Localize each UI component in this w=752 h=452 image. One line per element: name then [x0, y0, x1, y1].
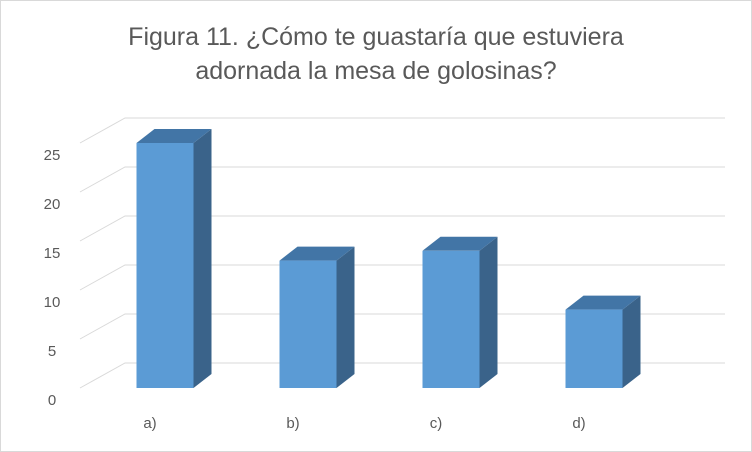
bar-side	[193, 129, 212, 388]
x-tick-label: a)	[143, 415, 156, 432]
x-tick-label: d)	[572, 415, 585, 432]
gridline	[79, 117, 725, 144]
bar	[136, 129, 212, 388]
bar-side	[622, 295, 641, 388]
x-tick-label: c)	[430, 415, 443, 432]
gridline	[79, 264, 725, 291]
gridline	[79, 166, 725, 193]
bar	[565, 295, 641, 388]
gridline	[79, 362, 725, 389]
bar-top	[136, 129, 212, 143]
bar	[422, 236, 498, 388]
y-tick-label: 10	[44, 294, 61, 311]
chart-title: Figura 11. ¿Cómo te guastaría que estuvi…	[0, 20, 752, 88]
bar-front	[422, 250, 480, 388]
bar-side	[479, 236, 498, 388]
bar-side	[336, 246, 355, 388]
y-tick-label: 0	[48, 392, 56, 409]
bar-top	[565, 295, 641, 310]
bar-top	[279, 246, 355, 261]
bar-front	[279, 260, 337, 388]
y-tick-label: 15	[44, 245, 61, 262]
y-tick-label: 25	[44, 147, 61, 164]
gridline	[79, 313, 725, 340]
chart-title-line-2: adornada la mesa de golosinas?	[195, 57, 557, 85]
bar-front	[136, 143, 194, 388]
y-tick-label: 5	[48, 343, 56, 360]
gridline	[79, 215, 725, 242]
chart-title-line-1: Figura 11. ¿Cómo te guastaría que estuvi…	[128, 23, 624, 51]
x-tick-label: b)	[286, 415, 299, 432]
bar-top	[422, 236, 498, 251]
bar	[279, 246, 355, 388]
y-tick-label: 20	[44, 196, 61, 213]
bar-front	[565, 309, 623, 388]
